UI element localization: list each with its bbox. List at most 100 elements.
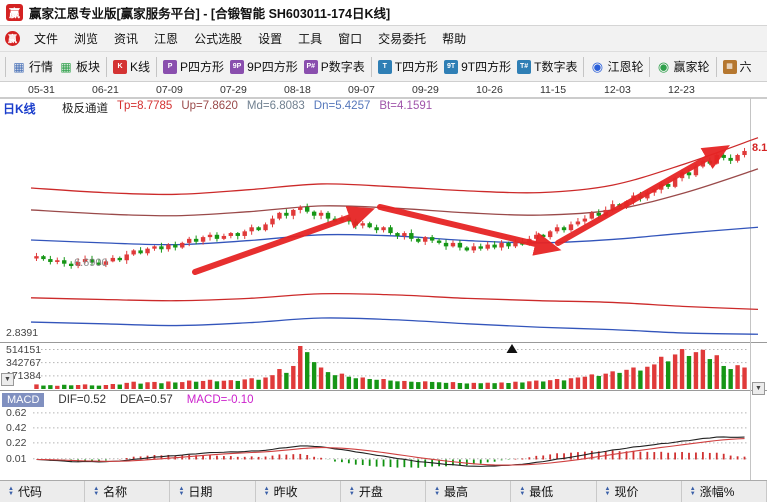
- period-label: 日K线: [3, 102, 36, 116]
- menu-item-帮助[interactable]: 帮助: [442, 32, 467, 46]
- trend-arrows: [192, 145, 730, 275]
- chart-canvas[interactable]: [0, 82, 767, 480]
- toolbar-button-9P四方形[interactable]: 9P 9P四方形: [227, 56, 301, 77]
- sq9P-icon: 9P: [230, 59, 245, 74]
- menu-item-工具[interactable]: 工具: [298, 32, 323, 46]
- toolbar-button-P数字表[interactable]: P# P数字表: [301, 56, 368, 77]
- menu-items: 文件 浏览 资讯 江恩 公式选股 设置 工具 窗口 交易委托 帮助: [26, 27, 474, 50]
- sort-arrows-icon: ▲ ▼: [93, 486, 100, 497]
- toolbar-button-label: 江恩轮: [607, 60, 644, 74]
- volume-axis-label: 514151: [6, 344, 42, 356]
- macd-axis-label: 0.01: [6, 453, 27, 465]
- wheelB-icon: ◉: [591, 58, 604, 74]
- column-header-label: 名称: [103, 485, 128, 499]
- app-logo-icon: 赢: [6, 4, 23, 21]
- toolbar-button-label: 六: [739, 60, 752, 74]
- scroll-down-button-right[interactable]: ▼: [752, 382, 765, 395]
- toolbar-button-T四方形[interactable]: T T四方形: [375, 56, 441, 77]
- indicator-value: Bt=4.1591: [379, 100, 433, 112]
- column-header-开盘[interactable]: ▲ ▼ 开盘: [341, 481, 427, 502]
- blocks-icon: ▦: [60, 59, 72, 74]
- toolbar-button-label: 板块: [76, 60, 101, 74]
- date-axis-label: 12-23: [668, 84, 695, 96]
- latest-price-label: 8.17: [752, 142, 767, 154]
- kline-icon: K: [113, 59, 128, 74]
- macd-header: MACD DIF=0.52 DEA=0.57 MACD=-0.10: [0, 392, 767, 408]
- column-header-label: 日期: [188, 485, 213, 499]
- toolbar-separator: [156, 56, 158, 77]
- scroll-down-button-left[interactable]: ▼: [1, 373, 14, 386]
- toolbar-button-label: K线: [130, 60, 151, 74]
- date-axis-label: 09-07: [348, 84, 375, 96]
- toolbar-button-label: T数字表: [534, 60, 578, 74]
- toolbar-button-江恩轮[interactable]: ◉ 江恩轮: [587, 56, 646, 77]
- sort-arrows-icon: ▲ ▼: [519, 486, 526, 497]
- macd-axis-label: 0.42: [6, 422, 27, 434]
- toolbar-button-label: T四方形: [394, 60, 439, 74]
- indicator-name: 极反通道: [62, 103, 108, 115]
- column-header-现价[interactable]: ▲ ▼ 现价: [597, 481, 682, 502]
- macd-dea-value: DEA=0.57: [120, 394, 173, 406]
- column-header-label: 涨幅%: [699, 485, 735, 499]
- toolbar-button-label: 赢家轮: [673, 60, 710, 74]
- menu-item-资讯[interactable]: 资讯: [114, 32, 139, 46]
- column-header-label: 最高: [444, 485, 469, 499]
- toolbar-button-P四方形[interactable]: P P四方形: [160, 56, 227, 77]
- date-axis-label: 07-29: [220, 84, 247, 96]
- column-header-label: 现价: [614, 485, 639, 499]
- column-header-代码[interactable]: ▲ ▼ 代码: [0, 481, 86, 502]
- date-axis-label: 07-09: [156, 84, 183, 96]
- column-header-昨收[interactable]: ▲ ▼ 昨收: [256, 481, 341, 502]
- toolbar-button-行情[interactable]: ▦ 行情: [9, 56, 56, 77]
- indicator-value: Up=7.8620: [181, 100, 238, 112]
- toolbar-button-label: 9T四方形: [461, 60, 512, 74]
- menu-item-窗口[interactable]: 窗口: [338, 32, 363, 46]
- marker-triangle-icon: [506, 344, 518, 353]
- toolbar-button-9T四方形[interactable]: 9T 9T四方形: [441, 56, 514, 77]
- sqT-icon: T: [377, 59, 392, 74]
- column-header-最低[interactable]: ▲ ▼ 最低: [511, 481, 597, 502]
- column-header-label: 代码: [17, 485, 42, 499]
- macd-dif-value: DIF=0.52: [58, 394, 107, 406]
- column-header-涨幅%[interactable]: ▲ ▼ 涨幅%: [682, 481, 767, 502]
- macd-axis-label: 0.62: [6, 407, 27, 419]
- indicator-value: Dn=5.4257: [313, 100, 371, 112]
- menu-item-交易委托[interactable]: 交易委托: [378, 32, 427, 46]
- indicator-value: Tp=8.7785: [117, 100, 173, 112]
- toolbar-separator: [649, 56, 651, 77]
- menu-item-浏览[interactable]: 浏览: [74, 32, 99, 46]
- toolbar-button-K线[interactable]: K K线: [110, 56, 153, 77]
- macd-hist-value: MACD=-0.10: [186, 394, 254, 406]
- column-header-最高[interactable]: ▲ ▼ 最高: [426, 481, 512, 502]
- toolbar-button-label: 行情: [29, 60, 54, 74]
- toolbar-separator: [5, 56, 6, 77]
- menu-item-文件[interactable]: 文件: [34, 32, 59, 46]
- column-header-名称[interactable]: ▲ ▼ 名称: [85, 481, 171, 502]
- column-header-label: 开盘: [358, 485, 383, 499]
- toolbar-separator: [370, 56, 372, 77]
- macd-indicator: [36, 436, 746, 468]
- toolbar-button-六[interactable]: ▦ 六: [720, 56, 755, 77]
- toolbar-separator: [106, 56, 108, 77]
- column-header-日期[interactable]: ▲ ▼ 日期: [170, 481, 256, 502]
- toolbar-button-赢家轮[interactable]: ◉ 赢家轮: [653, 56, 712, 77]
- window-title: 赢家江恩专业版[赢家服务平台] - [合锻智能 SH603011-174日K线]: [29, 7, 391, 21]
- app-logo-icon-small[interactable]: 赢: [5, 31, 20, 46]
- menu-item-江恩[interactable]: 江恩: [154, 32, 179, 46]
- title-bar: 赢 赢家江恩专业版[赢家服务平台] - [合锻智能 SH603011-174日K…: [0, 0, 767, 26]
- sqP-icon: P: [163, 59, 178, 74]
- indicator-legend-values: Tp=8.7785 Up=7.8620 Md=6.8083 Dn=5.4257 Bt=4…: [117, 100, 432, 116]
- date-axis-label: 10-26: [476, 84, 503, 96]
- toolbar-button-板块[interactable]: ▦ 板块: [56, 56, 103, 77]
- chart-region: 日K线 极反通道 Tp=8.7785 Up=7.8620 Md=6.8083 Dn=5…: [0, 82, 767, 480]
- volume-axis-label: 171384: [6, 370, 42, 382]
- menu-item-设置[interactable]: 设置: [258, 32, 283, 46]
- chart-frame: [0, 97, 767, 480]
- column-header-label: 昨收: [273, 485, 298, 499]
- toolbar-button-T数字表[interactable]: T# T数字表: [514, 56, 580, 77]
- menu-item-公式选股[interactable]: 公式选股: [194, 32, 243, 46]
- column-header-label: 最低: [529, 485, 554, 499]
- sort-arrows-icon: ▲ ▼: [178, 486, 185, 497]
- macd-indicator-label[interactable]: MACD: [2, 393, 45, 407]
